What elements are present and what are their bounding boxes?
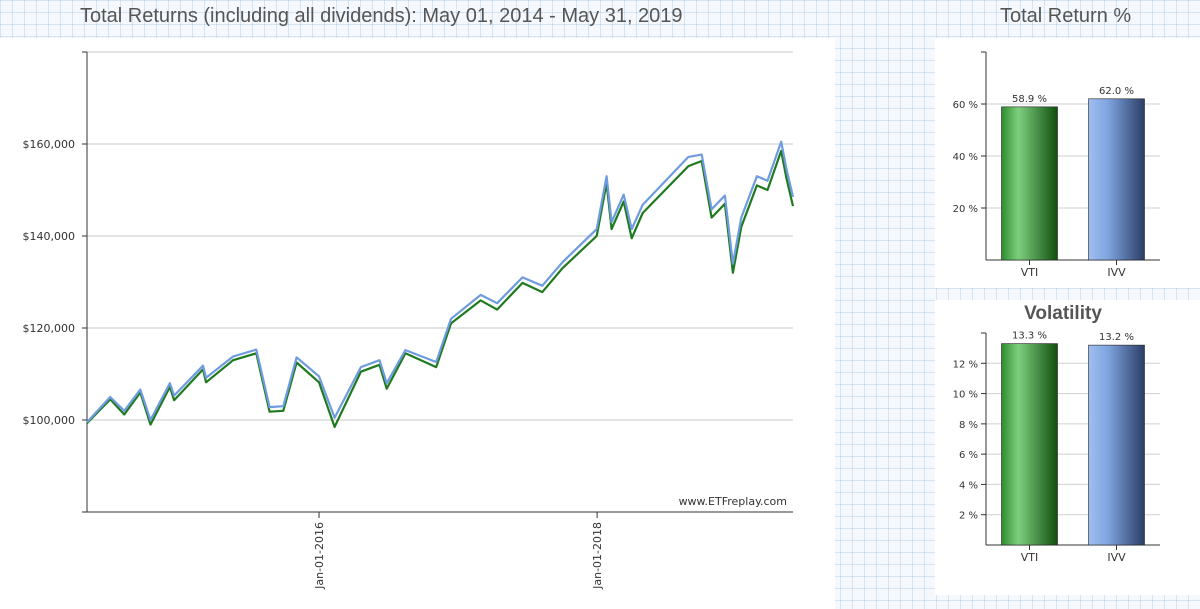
x-tick-label: Jan-01-2018 [591,522,604,590]
volatility-title: Volatility [1024,303,1102,324]
volatility-bar-vti [1001,343,1058,546]
total-return-percent-panel [935,38,1200,288]
x-tick-label: Jan-01-2016 [313,522,326,590]
volatility-bar-ivv [1088,344,1145,546]
x-tick-label: VTI [1021,266,1039,279]
total-return-bar-ivv [1088,98,1145,261]
total-return-bar-vti [1001,106,1058,261]
y-tick-label: $120,000 [23,322,76,335]
volatility-value-label: 13.3 % [1012,331,1047,342]
x-tick-label: VTI [1021,551,1039,564]
volatility-panel [935,300,1200,595]
series-line-ivv [86,140,795,424]
y-tick-label: 20 % [953,204,978,215]
y-tick-label: $140,000 [23,230,76,243]
total-return-title: Total Return % [1000,5,1132,27]
y-tick-label: 8 % [959,420,978,431]
y-tick-label: 10 % [953,390,978,401]
total-returns-panel [0,38,835,609]
main-chart-title: Total Returns (including all dividends):… [80,5,683,27]
y-tick-label: 60 % [953,100,978,111]
series-line-vti [86,149,795,428]
x-tick-label: IVV [1107,551,1126,564]
watermark-text: www.ETFreplay.com [679,495,787,508]
volatility-value-label: 13.2 % [1099,332,1134,343]
y-tick-label: 4 % [959,480,978,491]
y-tick-label: 12 % [953,359,978,370]
y-tick-label: $100,000 [23,414,76,427]
y-tick-label: 2 % [959,511,978,522]
y-tick-label: 40 % [953,152,978,163]
total-return-value-label: 62.0 % [1099,86,1134,97]
y-tick-label: $160,000 [23,138,76,151]
y-tick-label: 6 % [959,450,978,461]
x-tick-label: IVV [1107,266,1126,279]
total-return-value-label: 58.9 % [1012,94,1047,105]
